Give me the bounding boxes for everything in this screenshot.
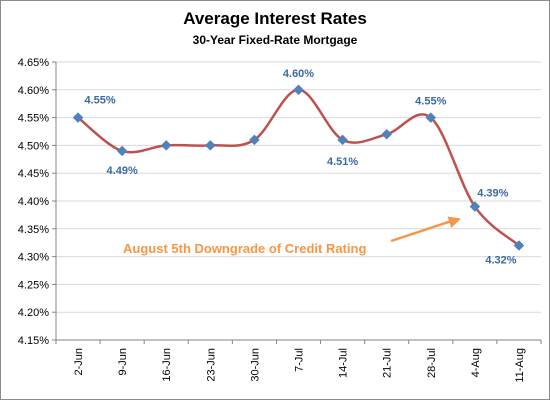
x-tick-label: 28-Jul (426, 348, 438, 378)
annotation-arrow-head (447, 216, 461, 228)
annotation-arrow-shaft (390, 219, 454, 243)
y-tick-label: 4.55% (18, 113, 49, 125)
data-label: 4.55% (415, 96, 446, 108)
y-tick-label: 4.25% (18, 279, 49, 291)
axes (52, 61, 542, 344)
series-markers (72, 84, 525, 251)
y-tick-label: 4.50% (18, 140, 49, 152)
x-tick-label: 4-Aug (470, 348, 482, 377)
data-point-marker (513, 240, 525, 251)
data-point-marker (469, 201, 481, 212)
gridlines (56, 61, 541, 341)
x-axis-tick-labels: 2-Jun 9-Jun 16-Jun 23-Jun 30-Jun 7-Jul 14-Jul 2… (73, 348, 526, 383)
x-tick-label: 11-Aug (514, 348, 526, 383)
chart-title: Average Interest Rates (183, 9, 367, 28)
x-tick-label: 16-Jun (161, 348, 173, 382)
y-tick-label: 4.20% (18, 307, 49, 319)
x-tick-label: 9-Jun (117, 348, 129, 376)
data-point-marker (249, 134, 260, 146)
data-label: 4.49% (107, 165, 138, 177)
x-tick-label: 21-Jul (382, 348, 394, 378)
data-point-marker (425, 112, 437, 123)
y-axis-tick-labels: 4.15% 4.20% 4.25% 4.30% 4.35% 4.40% 4.45% 4.50%… (18, 57, 49, 347)
data-point-marker (72, 112, 84, 123)
data-point-marker (204, 140, 216, 151)
chart-subtitle: 30-Year Fixed-Rate Mortgage (192, 33, 358, 47)
data-label: 4.32% (485, 254, 516, 266)
data-label: 4.39% (477, 188, 508, 200)
data-label: 4.51% (327, 156, 358, 168)
annotation: August 5th Downgrade of Credit Rating (123, 216, 461, 256)
data-label: 4.60% (283, 68, 314, 80)
y-tick-label: 4.60% (18, 85, 49, 97)
y-tick-label: 4.45% (18, 168, 49, 180)
data-point-marker (116, 145, 128, 157)
x-tick-label: 14-Jul (338, 348, 350, 378)
y-tick-label: 4.15% (18, 335, 49, 347)
annotation-text: August 5th Downgrade of Credit Rating (123, 241, 366, 256)
y-tick-label: 4.40% (18, 196, 49, 208)
x-tick-label: 30-Jun (249, 348, 261, 382)
x-tick-label: 7-Jul (294, 348, 306, 372)
y-tick-label: 4.30% (18, 252, 49, 264)
data-point-marker (293, 84, 304, 96)
data-labels: 4.55% 4.49% 4.60% 4.51% 4.55% 4.39% 4.32% (84, 68, 516, 267)
x-tick-label: 23-Jun (205, 348, 217, 382)
data-point-marker (381, 128, 393, 140)
data-point-marker (337, 134, 348, 146)
y-tick-label: 4.65% (18, 57, 49, 69)
x-tick-label: 2-Jun (73, 348, 85, 376)
y-tick-label: 4.35% (18, 224, 49, 236)
data-label: 4.55% (84, 95, 115, 107)
data-point-marker (160, 140, 172, 151)
